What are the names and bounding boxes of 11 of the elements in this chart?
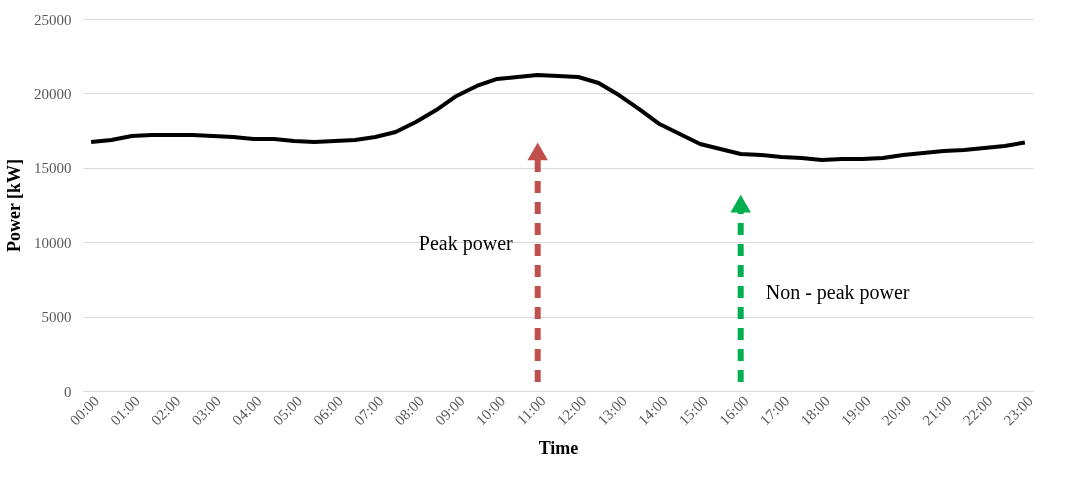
y-tick-label: 15000: [34, 160, 72, 177]
series-label: Peak power: [418, 232, 514, 256]
line-series: [89, 72, 1027, 163]
series-label: Non - peak power: [765, 280, 910, 304]
y-tick-label: 5000: [41, 309, 72, 326]
y-axis-title: Power [kW]: [4, 158, 24, 253]
y-tick-label: 0: [64, 383, 72, 400]
y-tick-label: 20000: [34, 85, 72, 102]
y-tick-label: 10000: [34, 234, 72, 251]
x-axis-title: Time: [538, 438, 579, 459]
y-tick-label: 25000: [34, 11, 72, 28]
